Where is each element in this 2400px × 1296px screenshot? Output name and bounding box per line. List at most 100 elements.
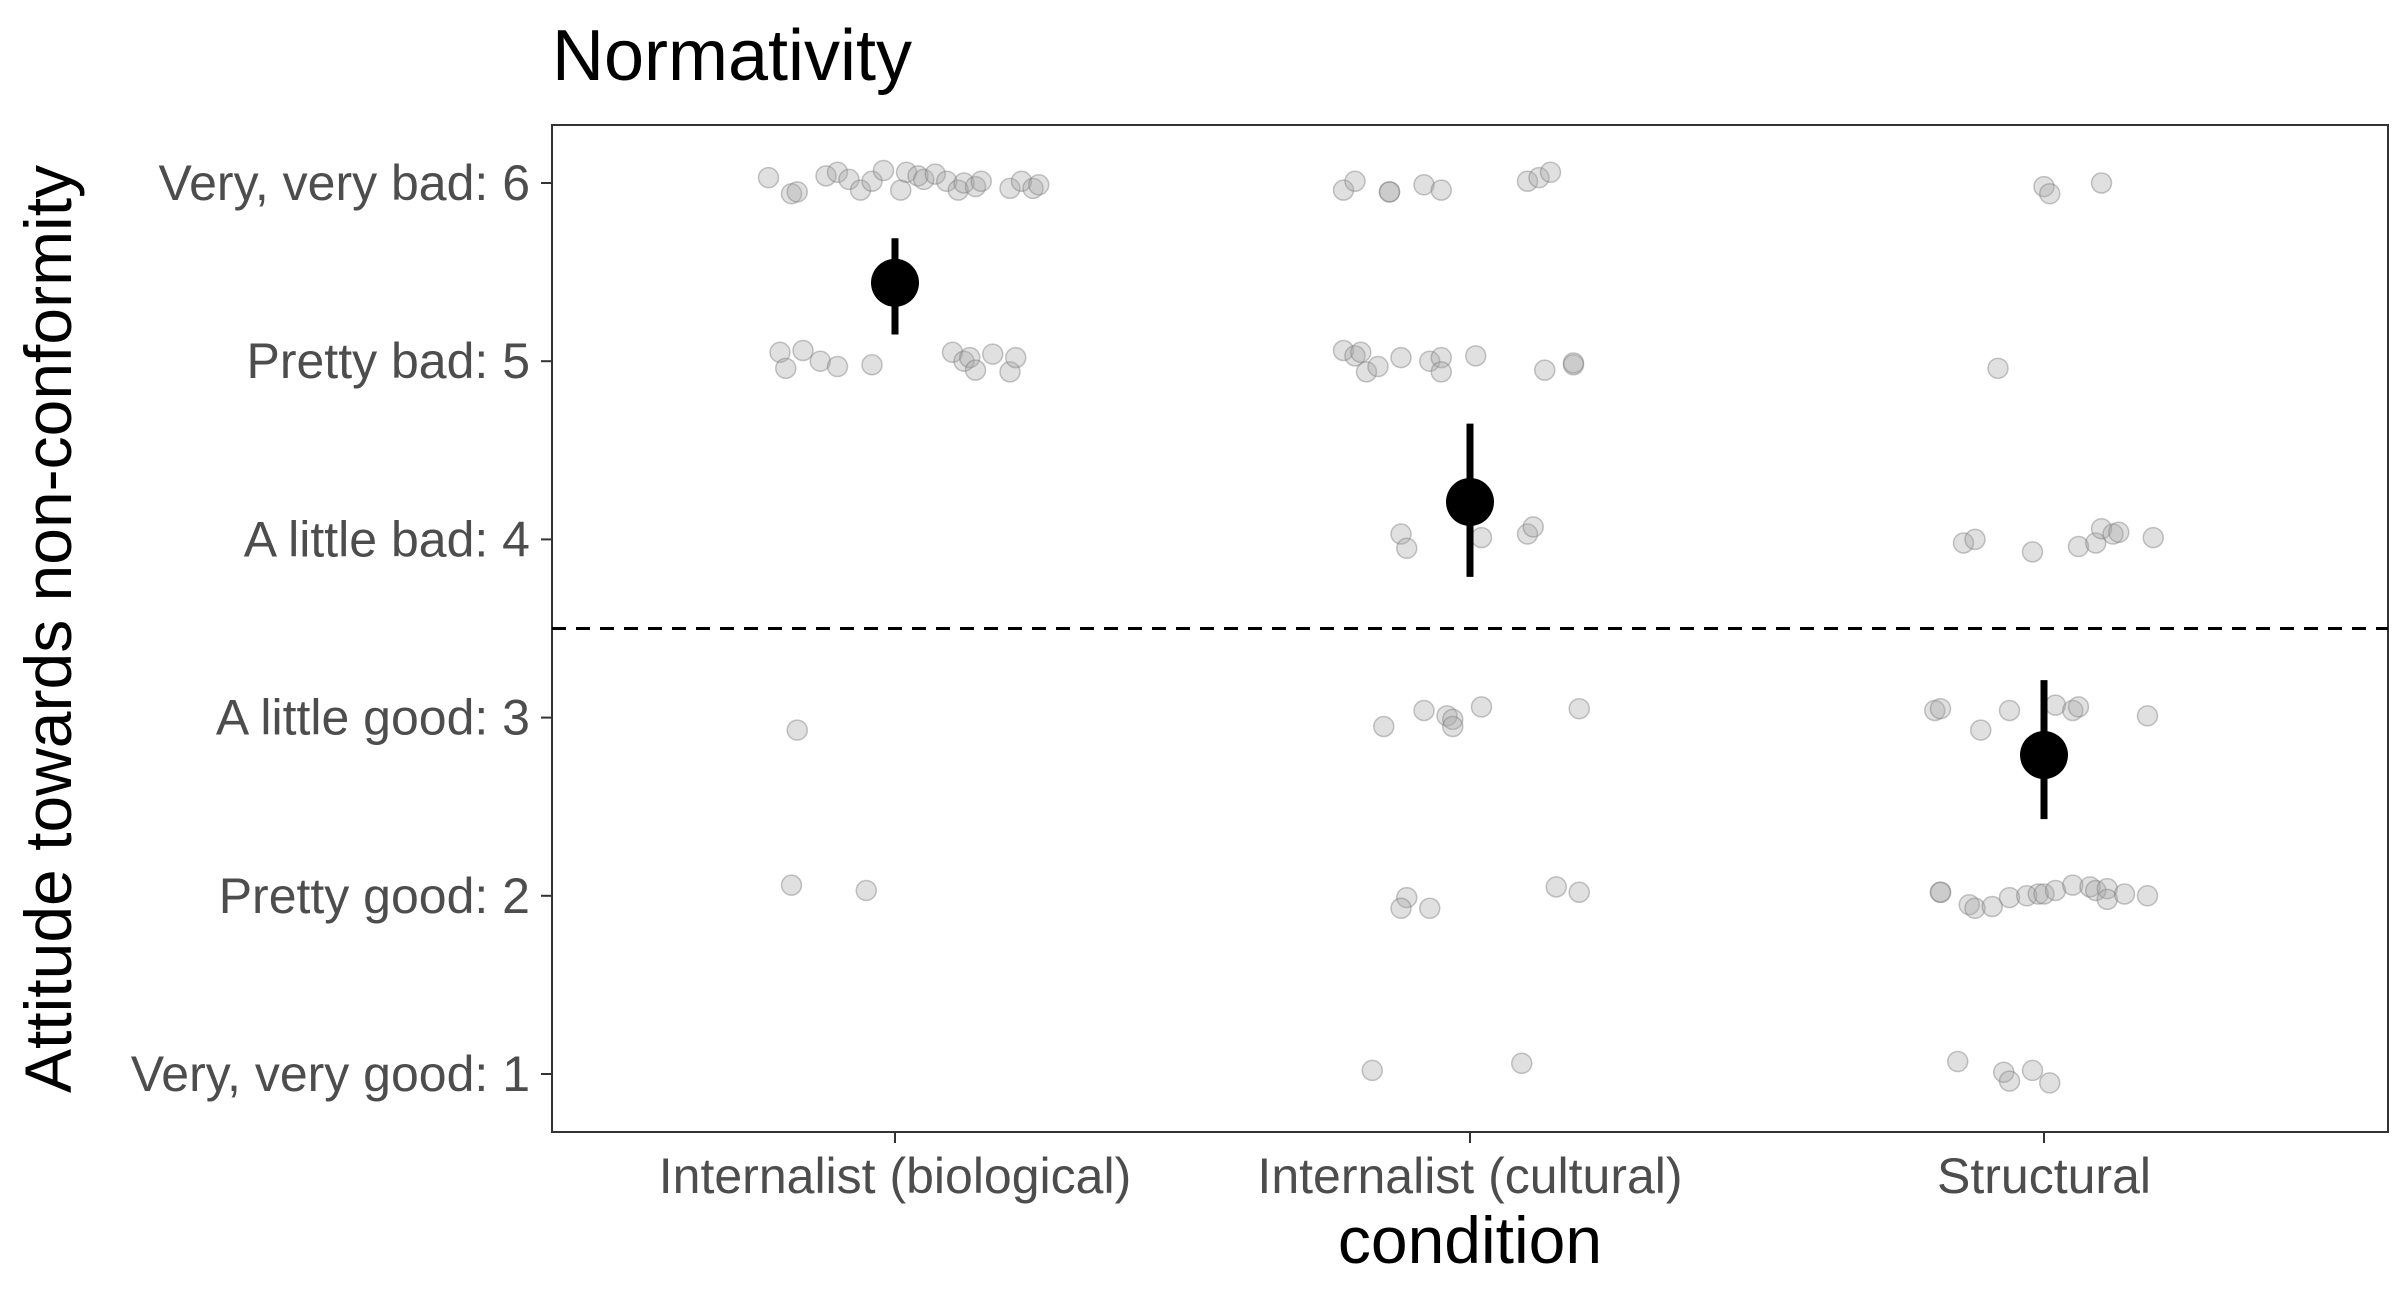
data-point xyxy=(1430,179,1452,201)
data-point xyxy=(2085,879,2107,902)
data-point xyxy=(1568,881,1590,903)
y-tick-label: Pretty bad: 5 xyxy=(247,333,531,389)
data-point xyxy=(1419,897,1441,920)
data-point xyxy=(1958,893,1980,916)
data-point xyxy=(1981,895,2003,918)
data-point xyxy=(1442,715,1464,738)
data-point xyxy=(1522,516,1544,538)
data-point xyxy=(1390,897,1412,920)
data-point xyxy=(936,170,958,192)
data-point xyxy=(1929,697,1952,720)
data-point xyxy=(2096,888,2118,911)
data-point xyxy=(953,172,975,194)
x-tick-label: Internalist (cultural) xyxy=(1257,1148,1682,1204)
data-point xyxy=(786,181,808,203)
data-point xyxy=(1396,537,1418,560)
data-point xyxy=(2108,521,2130,544)
data-point xyxy=(1562,352,1585,374)
data-point xyxy=(1998,886,2021,909)
data-point xyxy=(1964,528,1986,551)
data-point xyxy=(855,879,877,902)
data-point xyxy=(809,350,831,372)
y-tick-label: Very, very good: 1 xyxy=(131,1046,530,1102)
data-point xyxy=(2039,1072,2061,1094)
data-point xyxy=(959,346,981,369)
data-point xyxy=(872,159,895,182)
data-point xyxy=(999,361,1021,383)
data-point xyxy=(924,163,946,185)
x-axis-title: condition xyxy=(1338,1203,1602,1277)
data-point xyxy=(2136,885,2159,907)
data-point xyxy=(2067,696,2090,718)
data-point xyxy=(2033,883,2055,905)
data-point xyxy=(1993,1061,2015,1083)
data-point xyxy=(2113,883,2136,905)
data-point xyxy=(970,170,992,192)
data-point xyxy=(2090,172,2113,194)
data-point xyxy=(2027,883,2049,905)
data-point xyxy=(2096,877,2118,900)
y-tick-label: Pretty good: 2 xyxy=(219,868,530,924)
data-point xyxy=(1373,715,1395,738)
data-point xyxy=(1005,346,1027,369)
data-point xyxy=(2085,532,2107,554)
chart-title: Normativity xyxy=(552,16,912,96)
data-point xyxy=(1390,346,1412,369)
data-point xyxy=(849,179,872,201)
data-point xyxy=(1528,166,1550,189)
data-point xyxy=(2136,705,2159,727)
data-point xyxy=(1344,170,1366,192)
data-point xyxy=(1419,350,1441,372)
mean-point xyxy=(2020,731,2068,780)
data-point xyxy=(1545,876,1567,898)
data-point xyxy=(775,357,797,380)
data-point xyxy=(1539,161,1562,184)
x-tick-label: Internalist (biological) xyxy=(659,1148,1131,1204)
y-tick-label: A little good: 3 xyxy=(216,690,530,746)
x-tick-label: Structural xyxy=(1937,1148,2151,1204)
data-point xyxy=(1361,1059,1383,1082)
data-point xyxy=(2033,175,2055,198)
data-point xyxy=(1929,881,1952,903)
data-point xyxy=(780,874,803,896)
data-point xyxy=(780,182,803,205)
data-point xyxy=(964,359,987,381)
data-point xyxy=(1442,708,1464,731)
y-tick-label: Very, very bad: 6 xyxy=(159,155,530,211)
data-point xyxy=(757,166,780,189)
data-point xyxy=(953,350,975,372)
data-point xyxy=(1998,1070,2021,1092)
data-point xyxy=(2044,879,2067,902)
data-point xyxy=(1390,523,1412,545)
data-point xyxy=(2062,699,2084,722)
data-point xyxy=(2062,874,2084,896)
data-point xyxy=(2079,876,2101,898)
data-point xyxy=(815,165,837,187)
data-point xyxy=(2039,182,2061,205)
data-point xyxy=(1332,339,1355,362)
data-point xyxy=(1413,174,1435,196)
data-point xyxy=(1396,886,1418,909)
data-point xyxy=(1010,170,1033,192)
data-point xyxy=(1332,179,1355,201)
data-point xyxy=(1516,523,1539,545)
data-point xyxy=(1028,174,1050,196)
data-point xyxy=(1430,361,1452,383)
data-point xyxy=(2102,523,2124,545)
mean-point xyxy=(1446,477,1494,526)
data-point xyxy=(1378,181,1401,203)
data-point xyxy=(1998,699,2021,722)
data-point xyxy=(1350,341,1372,364)
data-point xyxy=(1413,699,1435,722)
data-point xyxy=(947,179,969,201)
data-point xyxy=(1022,177,1044,200)
data-point xyxy=(1970,719,1992,741)
data-point xyxy=(1367,355,1389,378)
data-point xyxy=(1947,1050,1969,1073)
data-point xyxy=(1924,699,1946,722)
data-point xyxy=(1470,526,1493,549)
data-point xyxy=(907,165,929,187)
data-point xyxy=(1470,696,1493,718)
data-point xyxy=(999,177,1021,200)
